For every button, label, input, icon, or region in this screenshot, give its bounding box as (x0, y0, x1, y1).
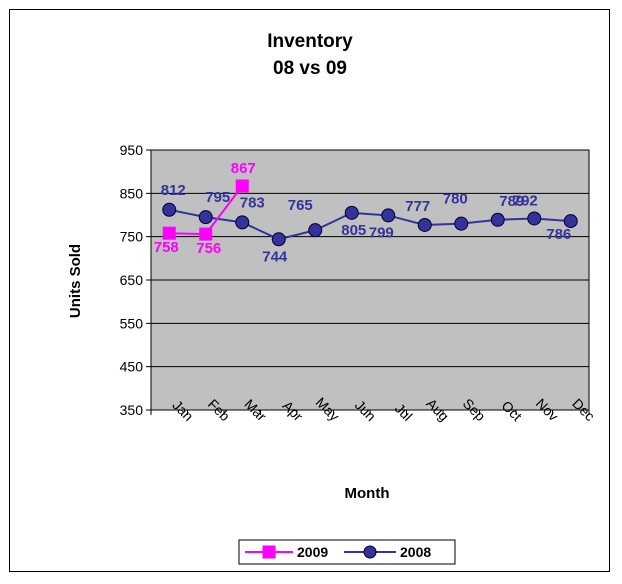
data-point (563, 214, 578, 229)
y-tick-label: 850 (120, 185, 144, 201)
data-label: 765 (288, 197, 313, 214)
data-label: 789 (499, 193, 524, 210)
legend-label-2009: 2009 (297, 544, 328, 560)
chart-frame: Inventory 08 vs 09 350 450 550 650 750 850 950… (9, 9, 610, 572)
data-label: 744 (262, 248, 288, 265)
y-tick-label: 350 (120, 402, 144, 418)
data-label: 786 (546, 226, 571, 243)
series-layer (162, 179, 578, 247)
data-point (344, 205, 359, 220)
data-point (162, 226, 176, 240)
data-point (162, 202, 177, 217)
chart-subtitle: 08 vs 09 (273, 58, 347, 79)
data-label: 867 (231, 160, 256, 177)
data-label: 799 (369, 224, 394, 241)
data-point (454, 216, 469, 231)
data-label: 780 (443, 191, 468, 208)
y-tick-label: 750 (120, 229, 144, 245)
data-point (490, 212, 505, 227)
data-label: 805 (341, 222, 366, 239)
data-label: 795 (205, 189, 230, 206)
data-point (381, 208, 396, 223)
data-label: 758 (154, 239, 179, 256)
data-point (235, 215, 250, 230)
data-label: 756 (196, 240, 221, 257)
data-point (235, 179, 249, 193)
legend-label-2008: 2008 (400, 544, 431, 560)
line-chart: Inventory 08 vs 09 350 450 550 650 750 850 950… (67, 31, 598, 565)
y-axis-ticks: 350 450 550 650 750 850 950 (120, 142, 151, 418)
chart-title: Inventory (267, 31, 353, 52)
y-tick-label: 950 (120, 142, 144, 158)
y-tick-label: 550 (120, 315, 144, 331)
data-point (199, 227, 213, 241)
y-tick-label: 450 (120, 359, 144, 375)
data-point (271, 232, 286, 247)
y-axis-label: Units Sold (67, 244, 84, 318)
data-point (527, 211, 542, 226)
legend-marker-2009 (262, 545, 276, 559)
legend-marker-2008 (363, 545, 377, 559)
gridlines (151, 149, 589, 368)
data-label: 812 (161, 182, 186, 199)
data-label: 792 (513, 192, 538, 209)
data-point (417, 217, 432, 232)
data-point (308, 223, 323, 238)
y-tick-label: 650 (120, 272, 144, 288)
x-axis-label: Month (345, 485, 390, 502)
data-label: 783 (240, 194, 265, 211)
data-label: 777 (405, 198, 430, 215)
legend: 2009 2008 (238, 539, 456, 565)
data-point (198, 210, 213, 225)
